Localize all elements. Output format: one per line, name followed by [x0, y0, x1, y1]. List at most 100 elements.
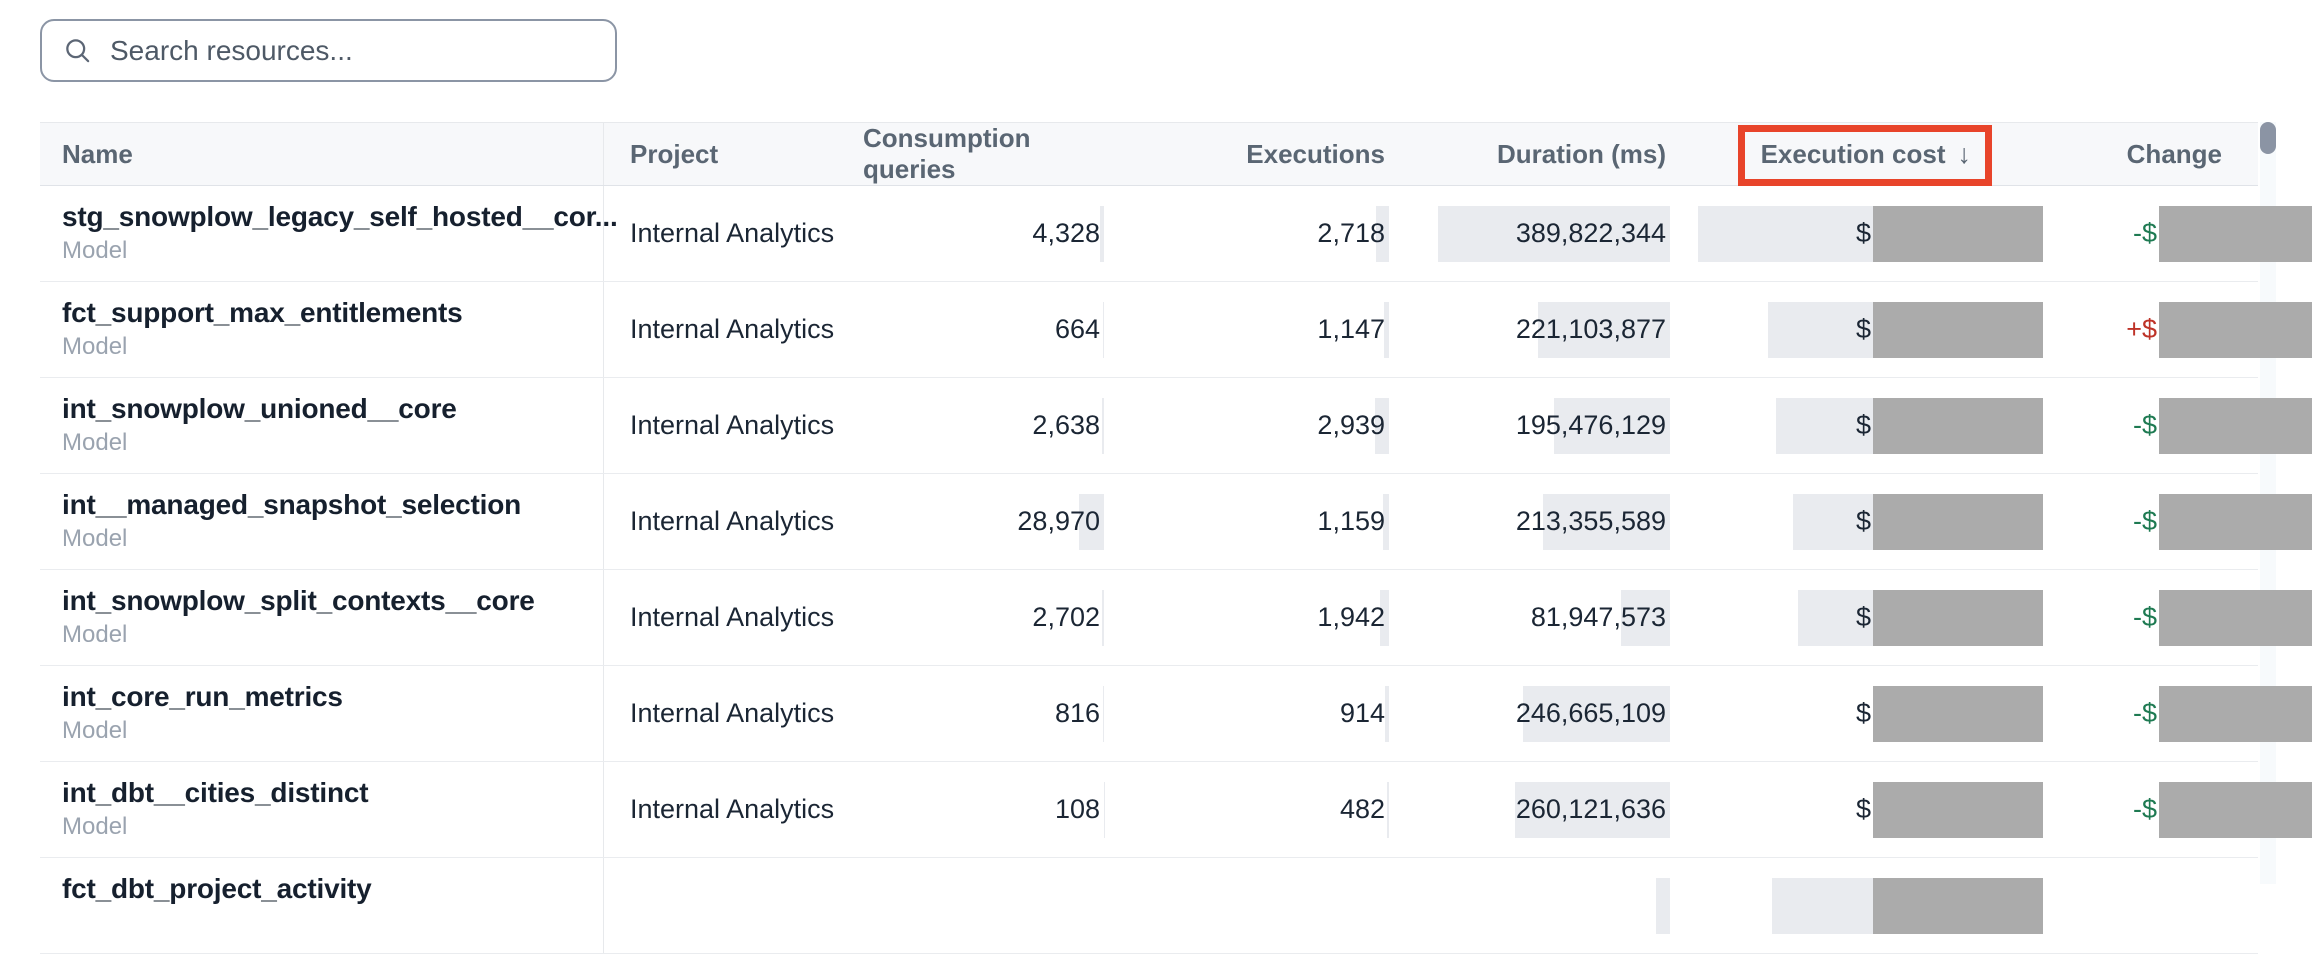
redaction-box: [1873, 494, 2043, 550]
table-row[interactable]: int_snowplow_split_contexts__core Model …: [40, 570, 2258, 666]
cell-value: 2,718: [1317, 218, 1385, 249]
table-row[interactable]: int_core_run_metrics Model Internal Anal…: [40, 666, 2258, 762]
redaction-box: [2159, 302, 2312, 358]
resource-name-cell[interactable]: int_core_run_metrics Model: [40, 666, 603, 761]
currency-symbol: $: [1856, 218, 1871, 249]
change-prefix: -$: [2133, 602, 2157, 633]
change-cell: -$: [2046, 378, 2258, 473]
project-name: Internal Analytics: [630, 218, 834, 249]
redaction-box: [2159, 686, 2312, 742]
change-prefix: -$: [2133, 410, 2157, 441]
change-cell: -$: [2046, 570, 2258, 665]
project-name: Internal Analytics: [630, 506, 834, 537]
search-box[interactable]: [40, 19, 617, 82]
cost-bar: $: [1798, 590, 1873, 646]
redaction-box: [1873, 302, 2043, 358]
cell-value: 1,942: [1317, 602, 1385, 633]
executions-cell: 1,147: [1100, 282, 1385, 377]
resource-name-cell[interactable]: int_snowplow_split_contexts__core Model: [40, 570, 603, 665]
project-name: Internal Analytics: [630, 314, 834, 345]
cell-value: 914: [1340, 698, 1385, 729]
cost-bar: $: [1698, 206, 1873, 262]
value-bar: [1656, 878, 1670, 934]
redaction-box: [2159, 206, 2312, 262]
duration-cell: [1385, 858, 1666, 953]
executions-cell: 1,942: [1100, 570, 1385, 665]
table-row[interactable]: stg_snowplow_legacy_self_hosted__cor... …: [40, 186, 2258, 282]
cost-bar: $: [1835, 782, 1873, 838]
project-cell: Internal Analytics: [603, 762, 863, 857]
cell-value: 4,328: [1032, 218, 1100, 249]
project-name: Internal Analytics: [630, 698, 834, 729]
table-row[interactable]: int__managed_snapshot_selection Model In…: [40, 474, 2258, 570]
cell-value: 1,147: [1317, 314, 1385, 345]
cell-value: 664: [1055, 314, 1100, 345]
execution-cost-cell: $: [1666, 378, 2046, 473]
cell-value: 260,121,636: [1516, 794, 1666, 825]
currency-symbol: $: [1856, 602, 1871, 633]
change-cell: +$: [2046, 282, 2258, 377]
resource-name-cell[interactable]: int__managed_snapshot_selection Model: [40, 474, 603, 569]
table-row[interactable]: int_snowplow_unioned__core Model Interna…: [40, 378, 2258, 474]
redaction-box: [1873, 686, 2043, 742]
column-header-execution-cost[interactable]: Execution cost ↓: [1666, 123, 2046, 185]
change-cell: -$: [2046, 474, 2258, 569]
column-header-change[interactable]: Change: [2046, 123, 2258, 185]
column-header-executions[interactable]: Executions: [1100, 123, 1385, 185]
resource-name-cell[interactable]: fct_support_max_entitlements Model: [40, 282, 603, 377]
resource-type: Model: [62, 332, 603, 362]
change-cell: -$: [2046, 762, 2258, 857]
cell-value: 246,665,109: [1516, 698, 1666, 729]
resource-name: int_dbt__cities_distinct: [62, 776, 603, 810]
table-header: Name Project Consumption queries Executi…: [40, 122, 2258, 186]
cell-value: 1,159: [1317, 506, 1385, 537]
search-input[interactable]: [108, 34, 592, 68]
cost-bar: $: [1768, 302, 1873, 358]
table-row-partial[interactable]: fct_dbt_project_activity: [40, 858, 2258, 954]
resource-name-cell[interactable]: int_snowplow_unioned__core Model: [40, 378, 603, 473]
resource-name: int_snowplow_split_contexts__core: [62, 584, 603, 618]
table-row[interactable]: int_dbt__cities_distinct Model Internal …: [40, 762, 2258, 858]
column-header-name[interactable]: Name: [40, 123, 603, 185]
duration-cell: 389,822,344: [1385, 186, 1666, 281]
execution-cost-cell: $: [1666, 570, 2046, 665]
resource-name-cell[interactable]: int_dbt__cities_distinct Model: [40, 762, 603, 857]
cell-value: 2,939: [1317, 410, 1385, 441]
resource-type: Model: [62, 812, 603, 842]
duration-cell: 213,355,589: [1385, 474, 1666, 569]
resource-name: int__managed_snapshot_selection: [62, 488, 603, 522]
redaction-box: [2159, 590, 2312, 646]
executions-cell: [1100, 858, 1385, 953]
project-cell: Internal Analytics: [603, 666, 863, 761]
consumption-queries-cell: 2,702: [863, 570, 1100, 665]
cell-value: 81,947,573: [1531, 602, 1666, 633]
change-prefix: -$: [2133, 218, 2157, 249]
currency-symbol: $: [1856, 698, 1871, 729]
duration-cell: 221,103,877: [1385, 282, 1666, 377]
column-header-project[interactable]: Project: [603, 123, 863, 185]
change-cell: -$: [2046, 666, 2258, 761]
resource-type: Model: [62, 236, 603, 266]
currency-symbol: $: [1856, 314, 1871, 345]
duration-cell: 81,947,573: [1385, 570, 1666, 665]
consumption-queries-cell: 4,328: [863, 186, 1100, 281]
column-header-duration[interactable]: Duration (ms): [1385, 123, 1666, 185]
resource-name: stg_snowplow_legacy_self_hosted__cor...: [62, 200, 603, 234]
cell-value: 2,638: [1032, 410, 1100, 441]
cell-value: 2,702: [1032, 602, 1100, 633]
column-header-consumption-queries[interactable]: Consumption queries: [863, 123, 1100, 185]
execution-cost-cell: $: [1666, 666, 2046, 761]
redaction-box: [1873, 398, 2043, 454]
redaction-box: [1873, 590, 2043, 646]
scrollbar-thumb[interactable]: [2260, 122, 2276, 154]
consumption-queries-cell: 2,638: [863, 378, 1100, 473]
cell-value: 195,476,129: [1516, 410, 1666, 441]
resource-name-cell[interactable]: stg_snowplow_legacy_self_hosted__cor... …: [40, 186, 603, 281]
execution-cost-cell: $: [1666, 762, 2046, 857]
execution-cost-label: Execution cost: [1761, 139, 1946, 170]
executions-cell: 2,939: [1100, 378, 1385, 473]
cell-value: 28,970: [1017, 506, 1100, 537]
table-row[interactable]: fct_support_max_entitlements Model Inter…: [40, 282, 2258, 378]
execution-cost-cell: $: [1666, 186, 2046, 281]
resource-name-cell[interactable]: fct_dbt_project_activity: [40, 858, 603, 953]
